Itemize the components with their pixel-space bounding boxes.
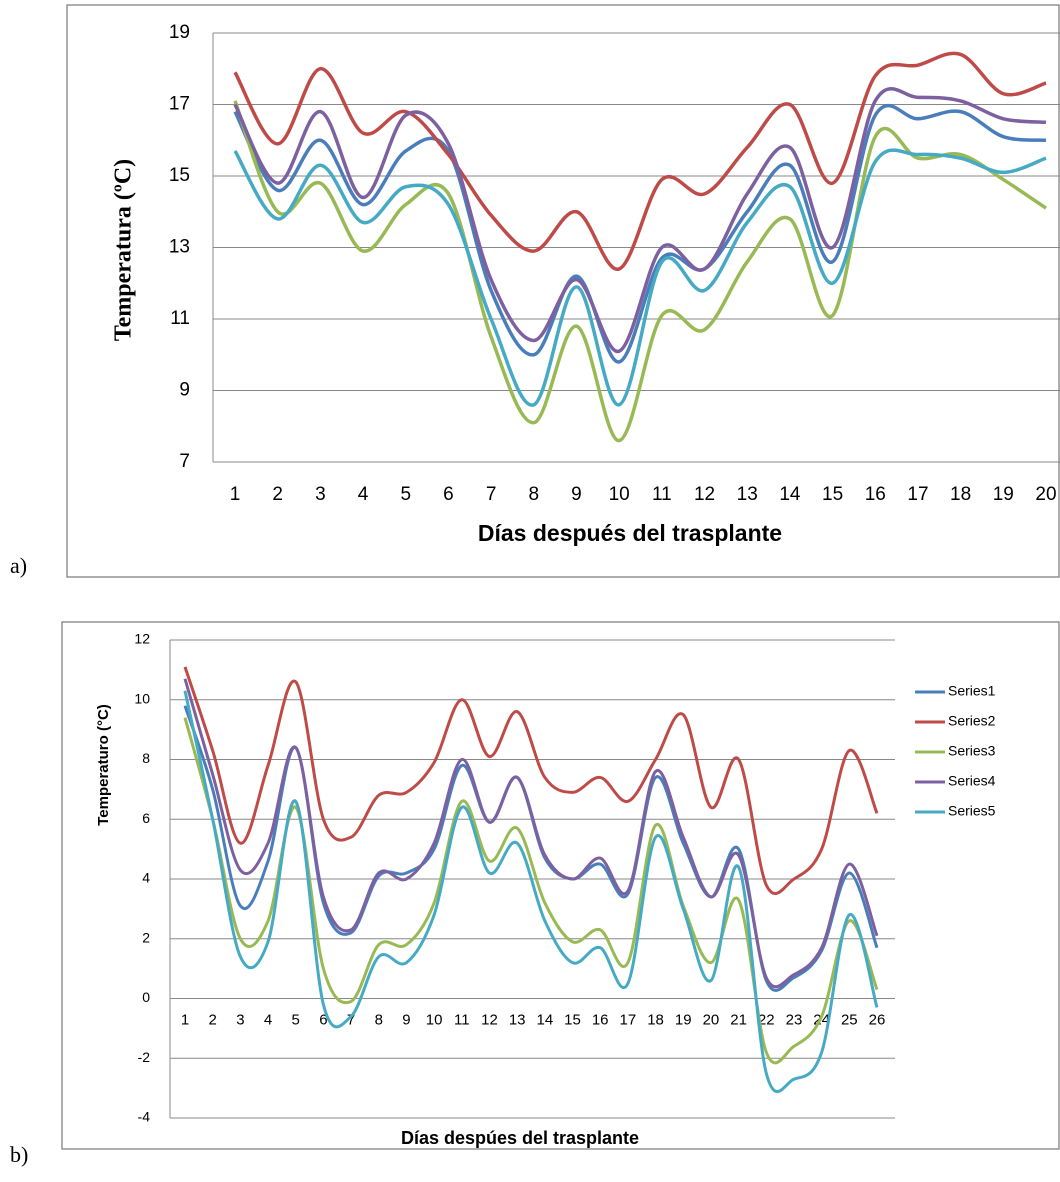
y-tick-label: 2 xyxy=(142,929,150,945)
y-tick-label: 11 xyxy=(170,308,190,329)
x-tick-label: 18 xyxy=(950,484,971,505)
x-tick-label: 20 xyxy=(1035,484,1056,505)
x-tick-label: 17 xyxy=(620,1011,637,1028)
x-tick-label: 19 xyxy=(993,484,1014,505)
y-tick-label: 0 xyxy=(142,989,150,1005)
x-tick-label: 9 xyxy=(571,484,582,505)
x-tick-label: 4 xyxy=(358,484,369,505)
legend-label: Series4 xyxy=(948,773,996,789)
x-tick-label: 10 xyxy=(609,484,630,505)
series-line xyxy=(183,678,879,989)
x-tick-label: 2 xyxy=(272,484,283,505)
x-tick-label: 13 xyxy=(509,1011,526,1028)
y-tick-label: 17 xyxy=(169,94,190,115)
frame-a xyxy=(66,4,1060,578)
legend-label: Series1 xyxy=(948,683,996,699)
y-tick-label: 6 xyxy=(142,810,150,826)
x-tick-label: 16 xyxy=(592,1011,609,1028)
x-tick-label: 13 xyxy=(737,484,758,505)
y-tick-label: -2 xyxy=(138,1049,151,1065)
x-tick-label: 12 xyxy=(481,1011,498,1028)
series-line xyxy=(233,51,1047,271)
series-line xyxy=(183,666,879,895)
y-tick-label: 9 xyxy=(179,380,190,401)
y-tick-label: 13 xyxy=(169,237,190,258)
y-tick-label: 4 xyxy=(142,870,150,886)
series-line xyxy=(233,100,1047,443)
y-axis-label: Temperatura (ºC) xyxy=(111,159,137,341)
y-tick-label: 15 xyxy=(169,165,190,186)
x-tick-label: 1 xyxy=(181,1011,189,1028)
x-tick-label: 14 xyxy=(536,1011,553,1028)
x-tick-label: 11 xyxy=(454,1011,470,1028)
x-tick-label: 6 xyxy=(443,484,454,505)
x-tick-label: 5 xyxy=(292,1011,300,1028)
x-tick-label: 19 xyxy=(675,1011,692,1028)
x-tick-label: 3 xyxy=(315,484,326,505)
x-tick-label: 7 xyxy=(347,1011,355,1028)
x-tick-label: 25 xyxy=(841,1011,858,1028)
legend-label: Series3 xyxy=(948,743,996,759)
legend-label: Series2 xyxy=(948,713,996,729)
x-tick-label: 26 xyxy=(869,1011,886,1028)
x-tick-label: 15 xyxy=(822,484,843,505)
panel-label: a) xyxy=(10,553,27,578)
x-tick-label: 15 xyxy=(564,1011,581,1028)
y-axis-label: Temperaturo (°C) xyxy=(95,704,112,826)
x-tick-label: 21 xyxy=(730,1011,747,1028)
series-line xyxy=(183,690,879,1093)
x-tick-label: 7 xyxy=(486,484,497,505)
series-line xyxy=(233,103,1047,364)
x-tick-label: 18 xyxy=(647,1011,664,1028)
x-tick-label: 20 xyxy=(703,1011,720,1028)
x-tick-label: 12 xyxy=(694,484,715,505)
x-tick-label: 11 xyxy=(652,484,672,505)
x-axis-label: Días después del trasplante xyxy=(478,520,782,546)
y-tick-label: -4 xyxy=(138,1109,151,1125)
series-line xyxy=(233,87,1047,353)
y-tick-label: 12 xyxy=(134,631,150,647)
x-tick-label: 9 xyxy=(402,1011,410,1028)
y-tick-label: 19 xyxy=(169,22,190,43)
series-line xyxy=(183,705,879,992)
frame-b xyxy=(61,621,1060,1150)
x-tick-label: 17 xyxy=(907,484,928,505)
x-tick-label: 22 xyxy=(758,1011,775,1028)
y-tick-label: 10 xyxy=(134,690,150,706)
x-tick-label: 23 xyxy=(786,1011,803,1028)
x-tick-label: 2 xyxy=(209,1011,217,1028)
x-axis-label: Días despúes del trasplante xyxy=(401,1128,639,1148)
legend-label: Series5 xyxy=(948,803,996,819)
x-tick-label: 1 xyxy=(230,484,241,505)
x-tick-label: 8 xyxy=(375,1011,383,1028)
series-line xyxy=(233,148,1047,407)
x-tick-label: 10 xyxy=(426,1011,443,1028)
x-tick-label: 4 xyxy=(264,1011,272,1028)
y-tick-label: 8 xyxy=(142,750,150,766)
x-tick-label: 6 xyxy=(319,1011,327,1028)
panel-label: b) xyxy=(10,1142,28,1167)
x-tick-label: 8 xyxy=(529,484,540,505)
x-tick-label: 16 xyxy=(865,484,886,505)
x-tick-label: 14 xyxy=(779,484,801,505)
x-tick-label: 3 xyxy=(236,1011,244,1028)
y-tick-label: 7 xyxy=(179,451,190,472)
x-tick-label: 5 xyxy=(400,484,411,505)
